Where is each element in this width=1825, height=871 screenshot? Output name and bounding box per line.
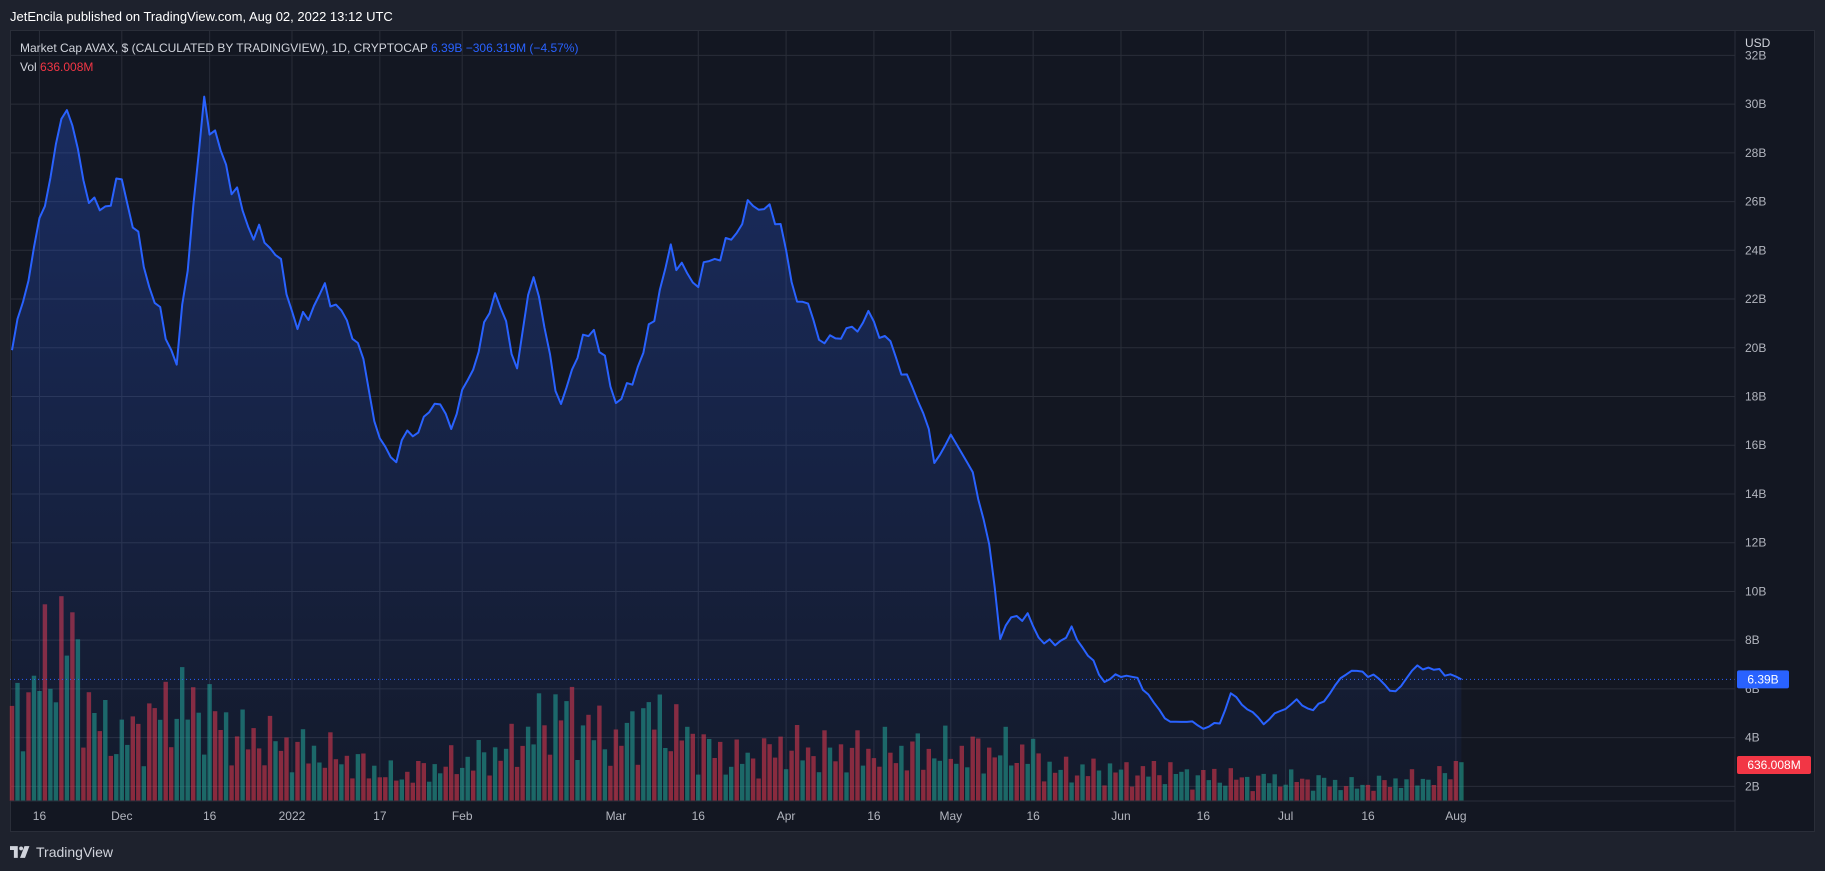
y-tick-label: 20B xyxy=(1745,341,1766,355)
axes: 32B30B28B26B24B22B20B18B16B14B12B10B8B6B… xyxy=(10,31,1766,831)
x-tick-label: 16 xyxy=(33,809,47,823)
y-tick-label: 10B xyxy=(1745,584,1766,598)
x-tick-label: 16 xyxy=(203,809,217,823)
legend-vol-value: 636.008M xyxy=(40,60,94,74)
y-tick-label: 14B xyxy=(1745,487,1766,501)
price-area xyxy=(10,95,1735,802)
x-tick-label: 17 xyxy=(373,809,387,823)
legend-vol-label: Vol xyxy=(20,60,37,74)
x-tick-label: Aug xyxy=(1445,809,1466,823)
price-area-fill xyxy=(12,96,1462,802)
legend-main-row: Market Cap AVAX, $ (CALCULATED BY TRADIN… xyxy=(20,39,578,58)
volume-badge xyxy=(1737,756,1811,774)
x-tick-label: 16 xyxy=(1197,809,1211,823)
y-tick-label: 28B xyxy=(1745,146,1766,160)
publish-header: JetEncila published on TradingView.com, … xyxy=(0,0,1825,30)
y-tick-label: 16B xyxy=(1745,438,1766,452)
x-tick-label: 16 xyxy=(692,809,706,823)
last-price-badge xyxy=(1737,670,1789,689)
legend-volume-row: Vol 636.008M xyxy=(20,58,578,77)
price-badges: 6.39B 636.008M xyxy=(1737,670,1811,774)
footer-brand-label: TradingView xyxy=(36,844,114,860)
y-tick-label: 8B xyxy=(1745,633,1760,647)
y-tick-label: 26B xyxy=(1745,195,1766,209)
y-tick-label: 24B xyxy=(1745,243,1766,257)
x-tick-label: Feb xyxy=(452,809,473,823)
x-tick-label: 16 xyxy=(1026,809,1040,823)
x-tick-label: Dec xyxy=(111,809,132,823)
tradingview-logo-icon xyxy=(10,846,30,858)
y-tick-label: 22B xyxy=(1745,292,1766,306)
price-line xyxy=(11,95,1462,730)
x-tick-label: 16 xyxy=(1361,809,1375,823)
publish-line: JetEncila published on TradingView.com, … xyxy=(10,9,393,24)
x-tick-label: 16 xyxy=(867,809,881,823)
legend-change: −306.319M (−4.57%) xyxy=(465,41,579,55)
x-tick-label: Jul xyxy=(1278,809,1293,823)
y-tick-label: 12B xyxy=(1745,536,1766,550)
legend-title: Market Cap AVAX, $ (CALCULATED BY TRADIN… xyxy=(20,41,428,55)
x-tick-label: 2022 xyxy=(279,809,306,823)
x-tick-label: Apr xyxy=(777,809,796,823)
y-tick-label: 32B xyxy=(1745,48,1766,62)
y-tick-label: 30B xyxy=(1745,97,1766,111)
y-tick-label: 4B xyxy=(1745,731,1760,745)
currency-label[interactable]: USD xyxy=(1745,36,1771,50)
chart-legend: Market Cap AVAX, $ (CALCULATED BY TRADIN… xyxy=(20,39,578,77)
volume-badge-label: 636.008M xyxy=(1747,758,1800,772)
legend-last-value: 6.39B xyxy=(431,41,463,55)
last-price-badge-label: 6.39B xyxy=(1747,672,1778,686)
x-tick-label: May xyxy=(939,809,962,823)
y-tick-label: 2B xyxy=(1745,779,1760,793)
x-tick-label: Mar xyxy=(606,809,627,823)
x-tick-label: Jun xyxy=(1111,809,1130,823)
y-tick-label: 18B xyxy=(1745,390,1766,404)
footer-brand[interactable]: TradingView xyxy=(10,842,113,862)
